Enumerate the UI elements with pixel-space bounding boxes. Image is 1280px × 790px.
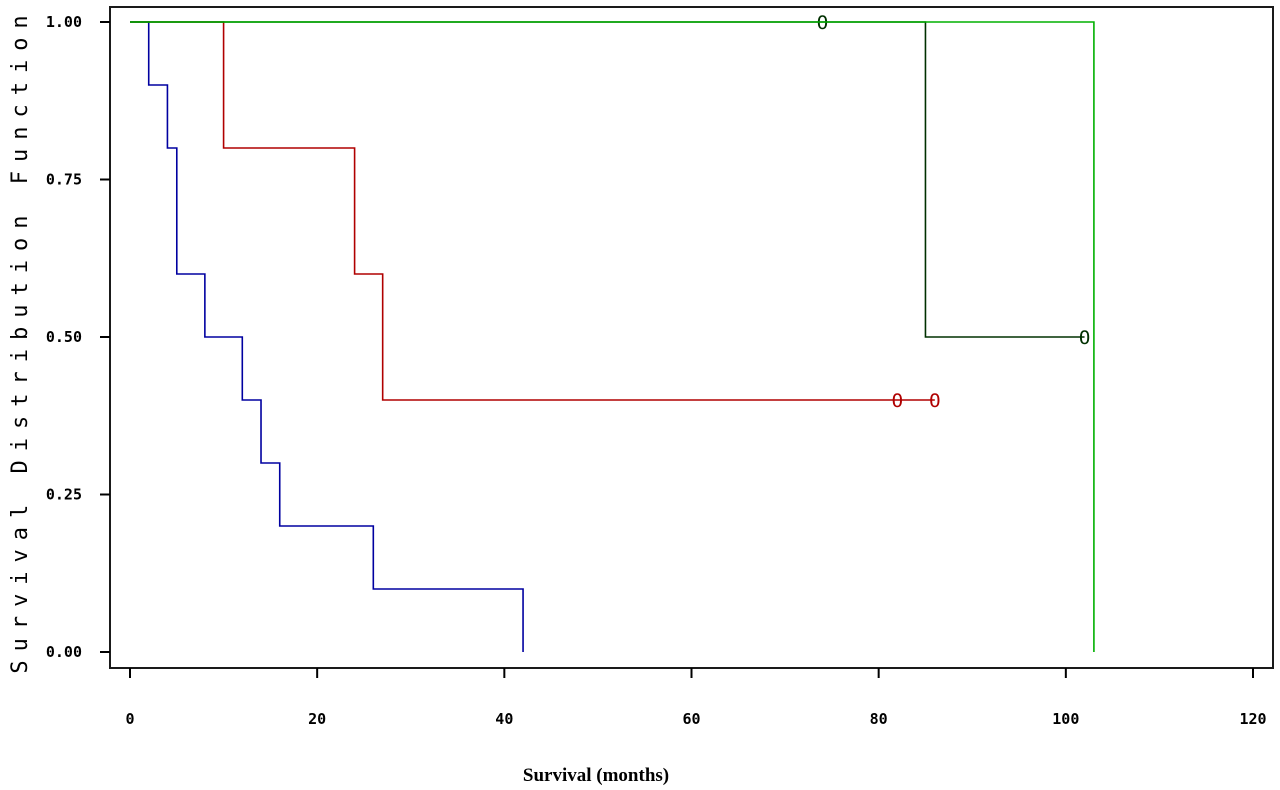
series-2-censor-mark: O — [892, 390, 903, 412]
y-tick-label: 0.50 — [46, 328, 82, 346]
ticks-layer: 0 20 40 60 80 100 120 0.00 0.25 0.50 0.75 1.00 — [46, 13, 1267, 728]
y-tick-label: 1.00 — [46, 13, 82, 31]
x-axis-label: Survival (months) — [523, 765, 669, 786]
x-tick-label: 60 — [682, 710, 700, 728]
x-tick-label: 100 — [1052, 710, 1079, 728]
series-layer: O O O O — [130, 12, 1095, 652]
series-2-line — [130, 21, 935, 401]
plot-border — [109, 6, 1274, 669]
series-1-line — [130, 21, 524, 652]
x-tick-label: 80 — [870, 710, 888, 728]
series-3-censor-mark: O — [817, 12, 828, 34]
x-tick-label: 20 — [308, 710, 326, 728]
y-tick-label: 0.25 — [46, 486, 82, 504]
series-3-line — [130, 21, 1085, 338]
plot-frame — [109, 6, 1274, 669]
series-2-censor-mark: O — [929, 390, 940, 412]
y-axis-label: Survival Distribution Function — [8, 6, 33, 673]
series-3-censor-mark: O — [1079, 327, 1090, 349]
series-4-line — [130, 21, 1095, 652]
y-tick-label: 0.00 — [46, 643, 82, 661]
x-tick-label: 0 — [125, 710, 134, 728]
y-tick-label: 0.75 — [46, 171, 82, 189]
x-tick-label: 40 — [495, 710, 513, 728]
x-tick-label: 120 — [1239, 710, 1266, 728]
